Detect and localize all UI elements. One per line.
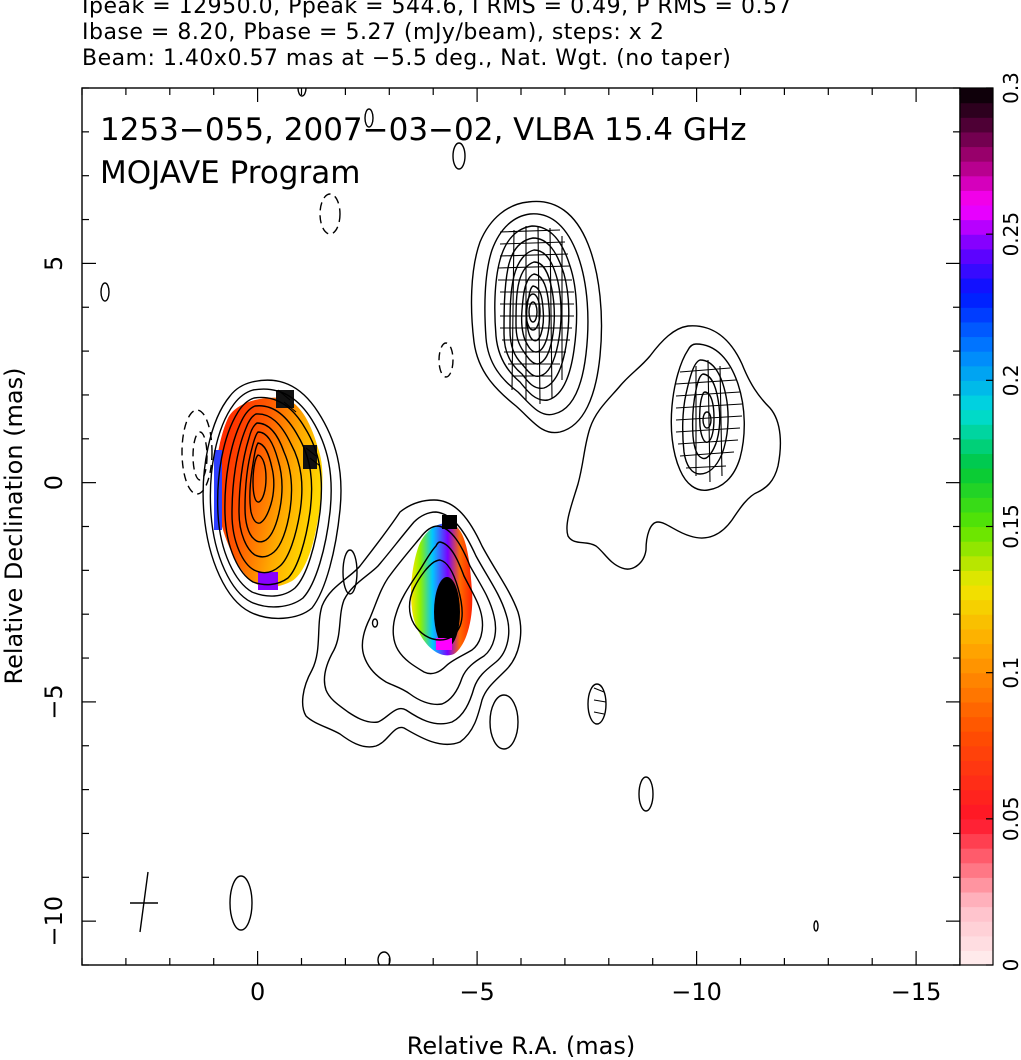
x-tick-labels: 0 −5 −10 −15 [250, 978, 941, 1006]
colorbar-swatch [960, 204, 993, 221]
chart-subtitle: MOJAVE Program [100, 155, 360, 191]
colorbar-swatch [960, 117, 993, 133]
beam-ellipse [130, 871, 253, 933]
colorbar-swatch [960, 380, 993, 396]
colorbar-swatch [960, 409, 993, 425]
colorbar-swatch [960, 394, 993, 411]
colorbar-swatch [960, 833, 993, 849]
colorbar-swatch [960, 278, 993, 294]
polarization-vectors [277, 225, 743, 715]
colorbar-swatch [960, 482, 993, 498]
colorbar-swatch [960, 877, 993, 893]
fractional-polarization-image [214, 390, 473, 656]
colorbar-swatch [960, 672, 993, 688]
colorbar-swatch [960, 336, 993, 352]
colorbar-swatch [960, 804, 993, 820]
colorbar-swatch [960, 555, 993, 571]
header-line-3: Beam: 1.40x0.57 mas at −5.5 deg., Nat. W… [82, 46, 732, 71]
colorbar-swatch [960, 774, 993, 791]
x-tick-label: −15 [891, 978, 942, 1006]
outer-lobe-contours [566, 325, 782, 570]
colorbar-swatch [960, 658, 993, 674]
colorbar-swatch [960, 365, 993, 381]
colorbar-tick-label: 0.25 [999, 212, 1021, 257]
colorbar-swatch [960, 292, 993, 308]
colorbar-swatch [960, 453, 993, 469]
header-line-1: Ipeak = 12950.0, Ppeak = 544.6, I RMS = … [82, 0, 792, 19]
colorbar-swatch [960, 614, 993, 630]
header-line-2: Ibase = 8.20, Pbase = 5.27 (mJy/beam), s… [82, 20, 665, 45]
colorbar-tick-label: 0 [999, 959, 1021, 972]
colorbar-tick-labels: 0 0.05 0.1 0.15 0.2 0.25 0.3 [986, 72, 1021, 971]
colorbar-tick-label: 0.2 [999, 364, 1021, 396]
y-tick-label: −10 [40, 896, 68, 947]
colorbar-tick-label: 0.1 [999, 657, 1021, 689]
axis-ticks [81, 87, 961, 966]
inner-jet-contours [301, 499, 522, 748]
y-tick-label: 0 [40, 475, 68, 490]
colorbar-swatch [960, 862, 993, 878]
colorbar-swatch [960, 935, 993, 951]
colorbar-swatch [960, 731, 993, 747]
colorbar-swatch [960, 497, 993, 513]
colorbar-swatch [960, 599, 993, 615]
colorbar-swatch [960, 131, 993, 148]
x-tick-label: −10 [671, 978, 722, 1006]
colorbar-swatch [960, 745, 993, 761]
colorbar-swatch [960, 906, 993, 922]
colorbar-swatch [960, 716, 993, 732]
negative-contours [181, 193, 454, 495]
colorbar [960, 88, 993, 966]
colorbar-swatch [960, 511, 993, 528]
colorbar-swatch [960, 584, 993, 601]
colorbar-swatch [960, 175, 993, 191]
colorbar-swatch [960, 628, 993, 645]
colorbar-tick-label: 0.3 [999, 72, 1021, 104]
colorbar-swatch [960, 541, 993, 557]
colorbar-swatch [960, 161, 993, 177]
colorbar-swatch [960, 219, 993, 235]
colorbar-swatch [960, 248, 993, 264]
colorbar-swatch [960, 760, 993, 776]
colorbar-swatch [960, 921, 993, 937]
colorbar-swatch [960, 570, 993, 586]
colorbar-swatch [960, 102, 993, 118]
colorbar-swatch [960, 438, 993, 455]
colorbar-swatch [960, 687, 993, 703]
colorbar-swatch [960, 234, 993, 250]
colorbar-swatch [960, 468, 993, 484]
colorbar-tick-label: 0.05 [999, 797, 1021, 842]
colorbar-swatch [960, 321, 993, 338]
colorbar-swatch [960, 701, 993, 718]
y-tick-labels: 5 0 −5 −10 [40, 256, 68, 947]
colorbar-swatch [960, 351, 993, 367]
colorbar-swatch [960, 789, 993, 805]
plot-frame [81, 87, 961, 966]
colorbar-swatch [960, 818, 993, 835]
colorbar-swatch [960, 190, 993, 206]
colorbar-swatch [960, 848, 993, 864]
colorbar-swatch [960, 263, 993, 279]
colorbar-swatch [960, 643, 993, 659]
colorbar-swatch [960, 146, 993, 162]
isolated-contours [100, 108, 819, 965]
colorbar-swatch [960, 950, 993, 966]
colorbar-swatch [960, 526, 993, 542]
colorbar-tick-label: 0.15 [999, 504, 1021, 549]
y-tick-label: 5 [40, 256, 68, 271]
x-axis-label: Relative R.A. (mas) [407, 1032, 635, 1060]
chart-title: 1253−055, 2007−03−02, VLBA 15.4 GHz [100, 112, 746, 148]
x-tick-label: 0 [250, 978, 265, 1006]
x-tick-label: −5 [459, 978, 494, 1006]
colorbar-swatch [960, 891, 993, 908]
y-axis-label: Relative Declination (mas) [0, 367, 28, 684]
y-tick-label: −5 [40, 684, 68, 719]
colorbar-swatch [960, 307, 993, 323]
colorbar-swatch [960, 88, 993, 104]
core-contours [202, 379, 342, 620]
colorbar-swatch [960, 424, 993, 440]
